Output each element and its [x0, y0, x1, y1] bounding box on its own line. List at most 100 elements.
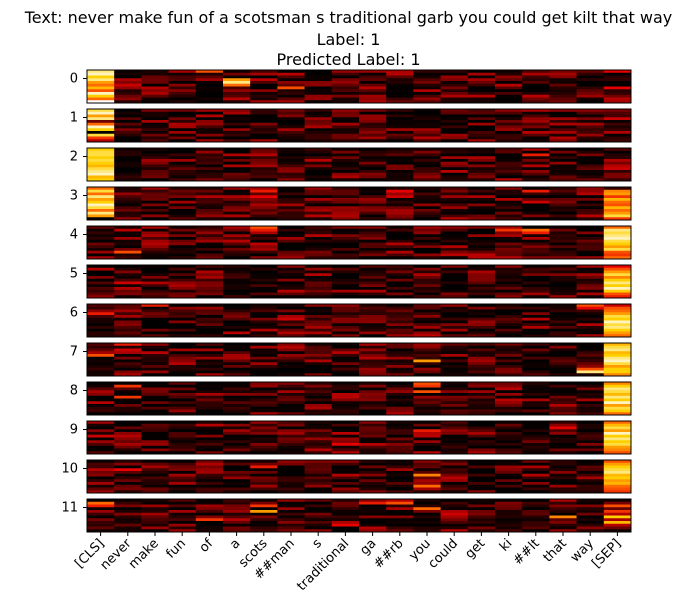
heatmap-cell	[195, 228, 224, 232]
heatmap-cell	[114, 315, 142, 319]
heatmap-cell	[522, 451, 550, 455]
heatmap-cell	[359, 373, 387, 377]
heatmap-cell	[195, 409, 224, 413]
heatmap-cell	[549, 192, 577, 196]
heatmap-cell	[223, 128, 251, 132]
heatmap-cell	[576, 139, 605, 143]
heatmap-cell	[413, 248, 441, 252]
heatmap-cell	[223, 354, 251, 358]
heatmap-cell	[223, 443, 251, 447]
heatmap-cell	[331, 72, 360, 76]
heatmap-cell	[467, 526, 496, 530]
heatmap-cell	[549, 471, 577, 475]
heatmap-cell	[359, 406, 387, 410]
heatmap-cell	[386, 203, 414, 207]
heatmap-cell	[141, 89, 169, 93]
heatmap-cell	[223, 437, 251, 441]
heatmap-cell	[467, 164, 496, 168]
heatmap-cell	[440, 94, 469, 98]
heatmap-cell	[195, 482, 224, 486]
heatmap-cell	[440, 245, 469, 249]
heatmap-cell	[331, 476, 360, 480]
heatmap-cell	[576, 523, 605, 527]
heatmap-cell	[576, 117, 605, 121]
heatmap-cell	[467, 278, 496, 282]
heatmap-cell	[522, 287, 550, 291]
heatmap-cell	[359, 78, 387, 82]
heatmap-cell	[250, 468, 278, 472]
heatmap-cell	[223, 476, 251, 480]
heatmap-cell	[168, 92, 197, 96]
heatmap-cell	[413, 273, 441, 277]
heatmap-cell	[576, 265, 605, 269]
heatmap-cell	[331, 81, 360, 85]
heatmap-cell	[440, 507, 469, 511]
heatmap-cell	[603, 284, 632, 288]
heatmap-cell	[250, 170, 278, 174]
heatmap-cell	[195, 131, 224, 135]
heatmap-cell	[440, 136, 469, 140]
heatmap-cell	[467, 395, 496, 399]
heatmap-cell	[87, 239, 115, 243]
heatmap-cell	[522, 504, 550, 508]
heatmap-cell	[141, 401, 169, 405]
heatmap-cell	[413, 393, 441, 397]
heatmap-cell	[495, 97, 523, 101]
heatmap-cell	[168, 423, 197, 427]
heatmap-cell	[576, 304, 605, 308]
heatmap-cell	[168, 89, 197, 93]
heatmap-cell	[576, 161, 605, 165]
heatmap-cell	[250, 370, 278, 374]
heatmap-cell	[195, 211, 224, 215]
heatmap-cell	[495, 345, 523, 349]
heatmap-cell	[440, 395, 469, 399]
heatmap-cell	[549, 92, 577, 96]
heatmap-cell	[141, 523, 169, 527]
heatmap-cell	[603, 426, 632, 430]
heatmap-cell	[331, 75, 360, 79]
heatmap-cell	[195, 234, 224, 238]
heatmap-cell	[87, 287, 115, 291]
heatmap-cell	[304, 273, 333, 277]
heatmap-cell	[467, 460, 496, 464]
heatmap-cell	[114, 89, 142, 93]
heatmap-cell	[522, 256, 550, 260]
heatmap-cell	[522, 479, 550, 483]
heatmap-cell	[386, 287, 414, 291]
heatmap-cell	[195, 86, 224, 90]
heatmap-cell	[277, 362, 305, 366]
heatmap-cell	[223, 167, 251, 171]
heatmap-cell	[114, 529, 142, 533]
heatmap-cell	[549, 206, 577, 210]
heatmap-cell	[495, 100, 523, 104]
heatmap-cell	[495, 234, 523, 238]
heatmap-cell	[549, 354, 577, 358]
heatmap-cell	[331, 139, 360, 143]
token-label: ##lt	[510, 536, 542, 568]
heatmap-cell	[250, 499, 278, 503]
heatmap-cell	[495, 89, 523, 93]
heatmap-cell	[223, 156, 251, 160]
heatmap-cell	[359, 331, 387, 335]
heatmap-cell	[277, 406, 305, 410]
heatmap-cell	[359, 343, 387, 347]
heatmap-cell	[223, 159, 251, 163]
heatmap-cell	[304, 153, 333, 157]
heatmap-cell	[467, 237, 496, 241]
heatmap-cell	[331, 203, 360, 207]
heatmap-cell	[495, 504, 523, 508]
heatmap-cell	[549, 83, 577, 87]
heatmap-cell	[250, 81, 278, 85]
heatmap-cell	[87, 359, 115, 363]
heatmap-cell	[87, 150, 115, 154]
heatmap-cell	[467, 211, 496, 215]
heatmap-cell	[331, 434, 360, 438]
heatmap-cell	[386, 490, 414, 494]
heatmap-cell	[195, 267, 224, 271]
heatmap-cell	[386, 125, 414, 129]
heatmap-cell	[386, 409, 414, 413]
heatmap-cell	[277, 382, 305, 386]
heatmap-cell	[223, 490, 251, 494]
heatmap-cell	[141, 460, 169, 464]
heatmap-cell	[413, 468, 441, 472]
